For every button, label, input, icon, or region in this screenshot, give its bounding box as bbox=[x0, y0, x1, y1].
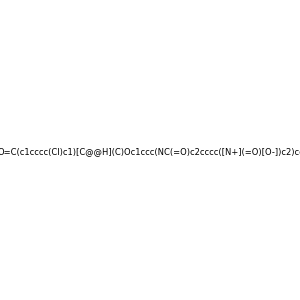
Text: O=C(c1cccc(Cl)c1)[C@@H](C)Oc1ccc(NC(=O)c2cccc([N+](=O)[O-])c2)cc1: O=C(c1cccc(Cl)c1)[C@@H](C)Oc1ccc(NC(=O)c… bbox=[0, 147, 300, 156]
